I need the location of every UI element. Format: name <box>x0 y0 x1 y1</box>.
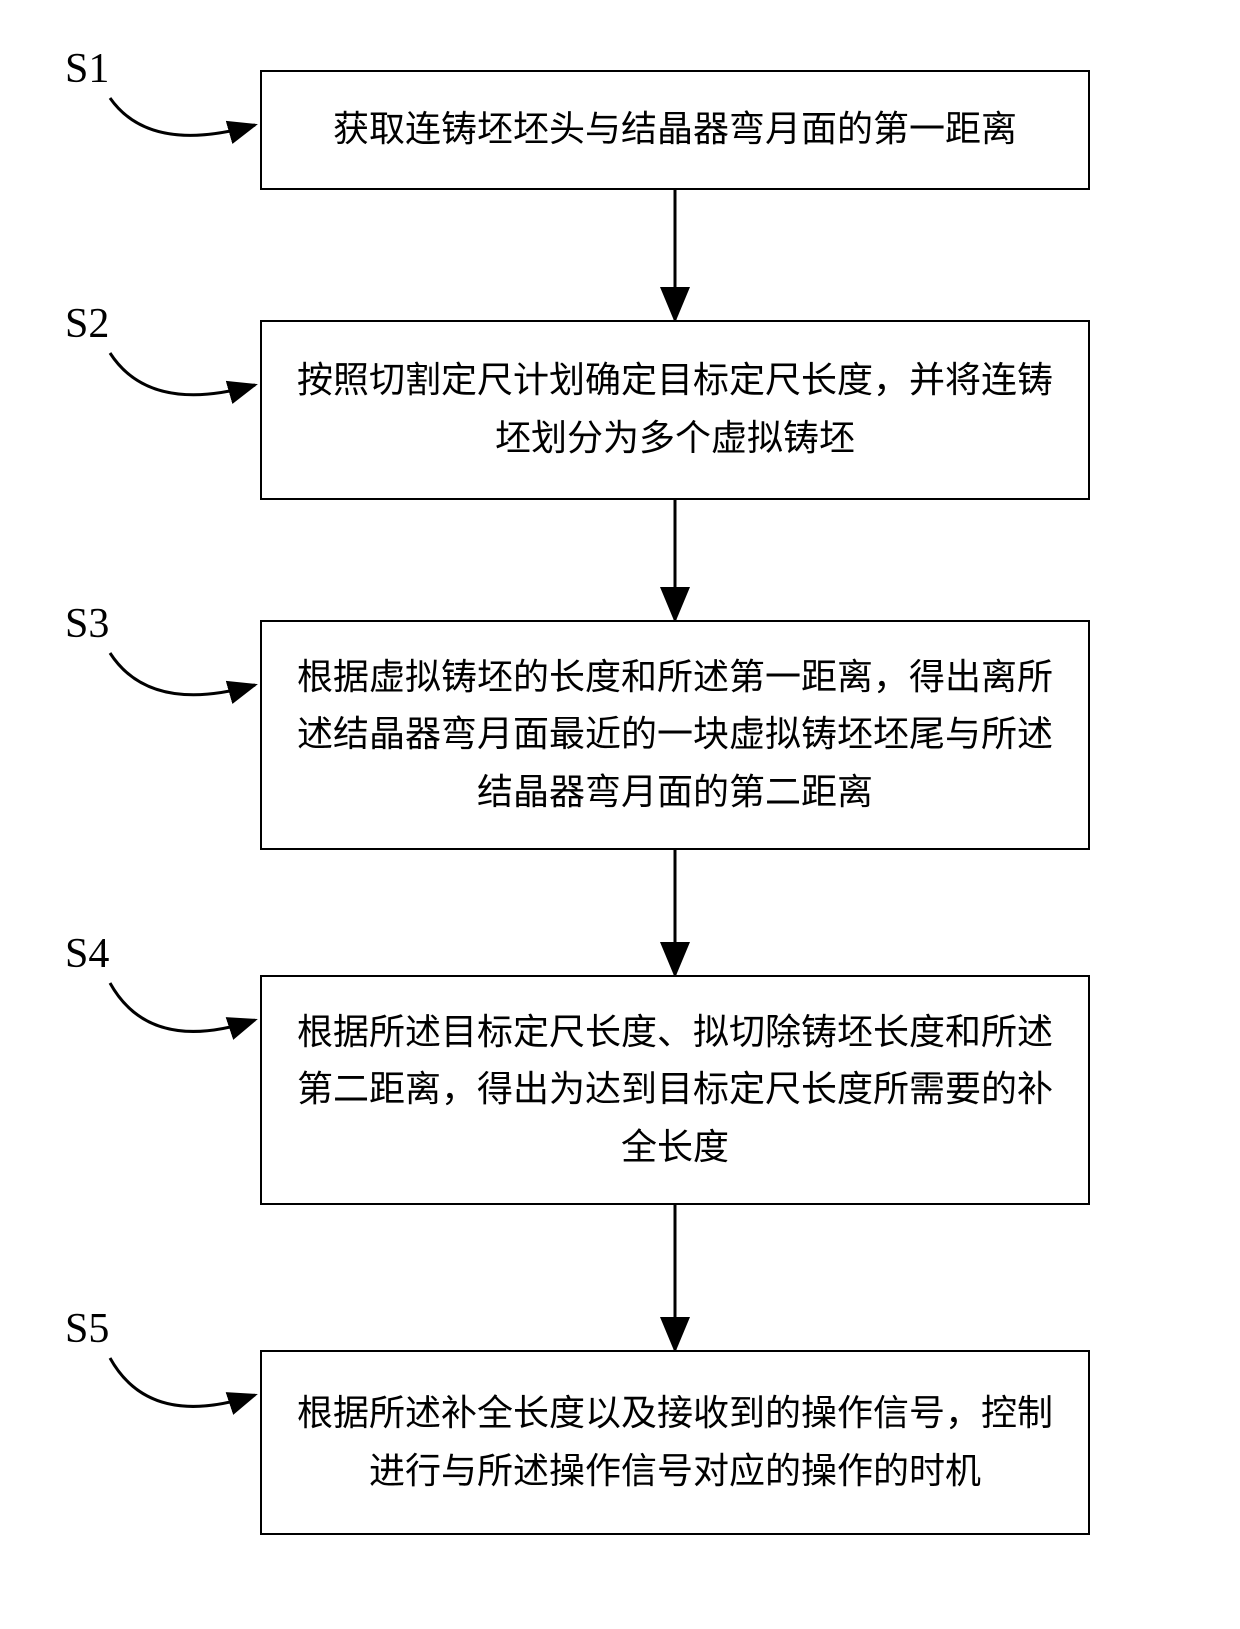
step-label-s5: S5 <box>65 1305 109 1353</box>
step-text: 按照切割定尺计划确定目标定尺长度，并将连铸坯划分为多个虚拟铸坯 <box>292 352 1058 467</box>
step-box-s5: 根据所述补全长度以及接收到的操作信号，控制进行与所述操作信号对应的操作的时机 <box>260 1350 1090 1535</box>
step-box-s3: 根据虚拟铸坯的长度和所述第一距离，得出离所述结晶器弯月面最近的一块虚拟铸坯坯尾与… <box>260 620 1090 850</box>
step-label-s2: S2 <box>65 300 109 348</box>
step-text: 根据所述目标定尺长度、拟切除铸坯长度和所述第二距离，得出为达到目标定尺长度所需要… <box>292 1004 1058 1177</box>
step-label-s4: S4 <box>65 930 109 978</box>
step-text: 根据所述补全长度以及接收到的操作信号，控制进行与所述操作信号对应的操作的时机 <box>292 1385 1058 1500</box>
label-arrow-s5 <box>110 1358 255 1406</box>
label-arrow-s1 <box>110 98 255 135</box>
step-box-s4: 根据所述目标定尺长度、拟切除铸坯长度和所述第二距离，得出为达到目标定尺长度所需要… <box>260 975 1090 1205</box>
step-label-s1: S1 <box>65 45 109 93</box>
step-text: 根据虚拟铸坯的长度和所述第一距离，得出离所述结晶器弯月面最近的一块虚拟铸坯坯尾与… <box>292 649 1058 822</box>
step-box-s2: 按照切割定尺计划确定目标定尺长度，并将连铸坯划分为多个虚拟铸坯 <box>260 320 1090 500</box>
flowchart-container: 获取连铸坯坯头与结晶器弯月面的第一距离按照切割定尺计划确定目标定尺长度，并将连铸… <box>0 0 1240 1629</box>
step-label-s3: S3 <box>65 600 109 648</box>
step-text: 获取连铸坯坯头与结晶器弯月面的第一距离 <box>333 101 1017 159</box>
label-arrow-s3 <box>110 653 255 695</box>
label-arrow-s4 <box>110 983 255 1031</box>
step-box-s1: 获取连铸坯坯头与结晶器弯月面的第一距离 <box>260 70 1090 190</box>
label-arrow-s2 <box>110 353 255 395</box>
